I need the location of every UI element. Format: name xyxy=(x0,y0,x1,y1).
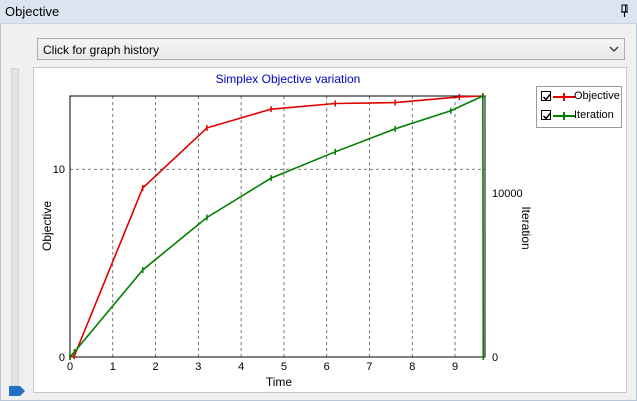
legend-marker-iteration xyxy=(563,112,565,120)
panel-title: Objective xyxy=(5,4,60,19)
chart-title: Simplex Objective variation xyxy=(216,72,361,86)
x-tick-label: 2 xyxy=(153,361,159,373)
y-tick-label: 10 xyxy=(53,164,65,176)
y-tick-label: 0 xyxy=(59,352,65,364)
y-axis-label: Objective xyxy=(40,201,54,251)
chart-panel: 0 1 2 3 4 5 6 7 8 9 0 10 0 10000 Simplex Objective va… xyxy=(33,67,627,393)
vertical-scrollbar[interactable] xyxy=(11,68,19,386)
legend-label-iteration: Iteration xyxy=(574,109,614,121)
x-tick-label: 7 xyxy=(366,361,372,373)
legend-item-objective[interactable]: Objective xyxy=(541,90,621,105)
panel-border-left xyxy=(0,24,1,401)
scroll-marker-icon[interactable] xyxy=(9,385,26,397)
graph-history-dropdown[interactable]: Click for graph history xyxy=(37,38,625,60)
y2-axis-label: Iteration xyxy=(519,206,533,249)
legend-item-iteration[interactable]: Iteration xyxy=(541,109,621,124)
x-tick-label: 9 xyxy=(452,361,458,373)
legend-marker-objective xyxy=(563,93,565,101)
legend-checkbox-objective[interactable] xyxy=(541,91,552,101)
x-tick-label: 1 xyxy=(110,361,116,373)
x-tick-label: 5 xyxy=(281,361,287,373)
panel-titlebar: Objective xyxy=(0,0,637,24)
x-tick-label: 6 xyxy=(324,361,330,373)
x-tick-label: 8 xyxy=(409,361,415,373)
x-tick-label: 0 xyxy=(67,361,73,373)
legend-label-objective: Objective xyxy=(574,90,620,102)
pin-icon[interactable] xyxy=(618,3,632,19)
x-tick-label: 4 xyxy=(238,361,244,373)
series-line-objective xyxy=(69,95,483,358)
plot-area-border xyxy=(69,95,486,358)
graph-history-label: Click for graph history xyxy=(43,43,160,57)
chart-legend: Objective Iteration xyxy=(536,86,622,128)
chevron-down-icon xyxy=(608,43,620,55)
series-line-iteration xyxy=(69,94,485,358)
x-axis-label: Time xyxy=(266,375,293,389)
y2-tick-label: 10000 xyxy=(492,188,523,200)
objective-chart: 0 1 2 3 4 5 6 7 8 9 0 10 0 10000 Simplex Objective va… xyxy=(40,72,533,389)
y2-tick-label: 0 xyxy=(492,352,498,364)
legend-checkbox-iteration[interactable] xyxy=(541,110,552,120)
x-tick-label: 3 xyxy=(195,361,201,373)
